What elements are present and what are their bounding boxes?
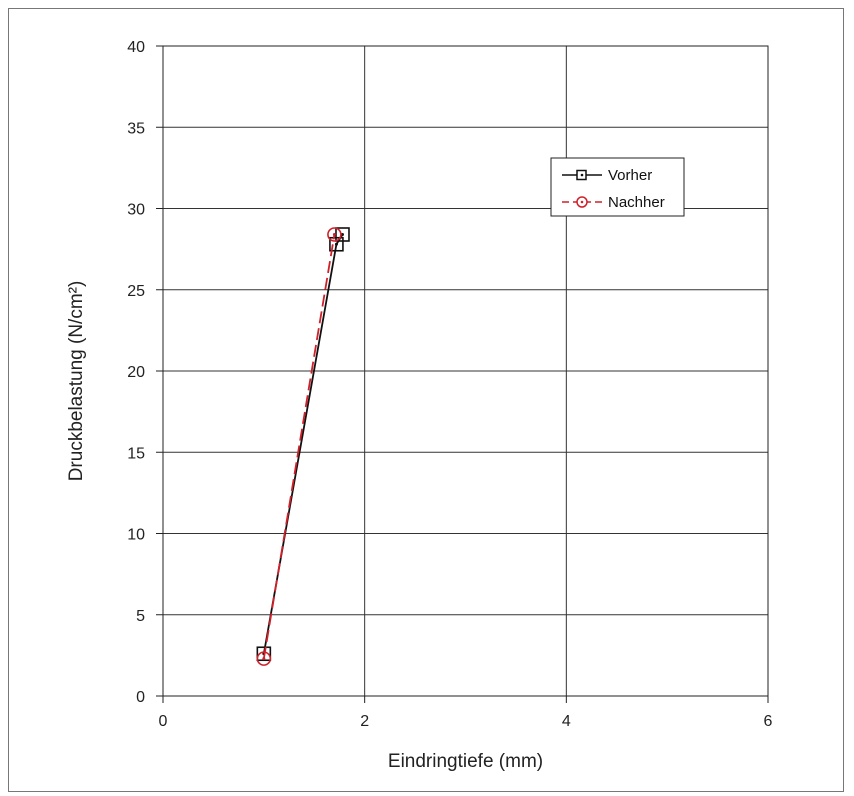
legend: Vorher Nachher [550, 157, 685, 217]
y-tick-label: 15 [127, 445, 145, 462]
y-tick-label: 25 [127, 283, 145, 300]
legend-box [550, 157, 685, 217]
series-line [262, 234, 336, 659]
marker-dot [332, 233, 336, 236]
marker-dot [334, 242, 338, 246]
x-tick-label: 2 [360, 713, 369, 730]
circle-marker [256, 651, 272, 666]
grid [162, 45, 769, 697]
y-tick-label: 35 [127, 120, 145, 137]
y-axis-label: Druckbelastung (N/cm²) [66, 281, 87, 482]
series-nachher [256, 227, 342, 666]
axis-ticks: 0 2 4 6 0 5 10 15 20 25 30 35 40 [127, 39, 772, 730]
y-tick-label: 10 [127, 527, 145, 544]
square-marker [256, 646, 272, 662]
marker-dot [262, 657, 266, 661]
legend-marker-dot [580, 173, 584, 177]
x-tick-label: 0 [159, 713, 168, 730]
x-tick-label: 4 [562, 713, 571, 730]
x-tick-label: 6 [764, 713, 773, 730]
y-tick-label: 20 [127, 364, 145, 381]
y-tick-label: 40 [127, 39, 145, 56]
y-tick-label: 5 [136, 608, 145, 625]
x-axis-label: Eindringtiefe (mm) [388, 751, 543, 772]
legend-label: Nachher [608, 194, 665, 211]
series-layer [256, 227, 350, 666]
marker-dot [340, 233, 344, 236]
legend-items: Vorher Nachher [562, 167, 665, 211]
legend-marker-dot [580, 200, 584, 204]
series-vorher [256, 227, 350, 662]
figure-frame [8, 8, 844, 792]
y-tick-label: 0 [136, 689, 145, 706]
legend-label: Vorher [608, 167, 652, 184]
square-marker [335, 227, 350, 242]
circle-marker [327, 227, 342, 242]
y-tick-label: 30 [127, 202, 145, 219]
